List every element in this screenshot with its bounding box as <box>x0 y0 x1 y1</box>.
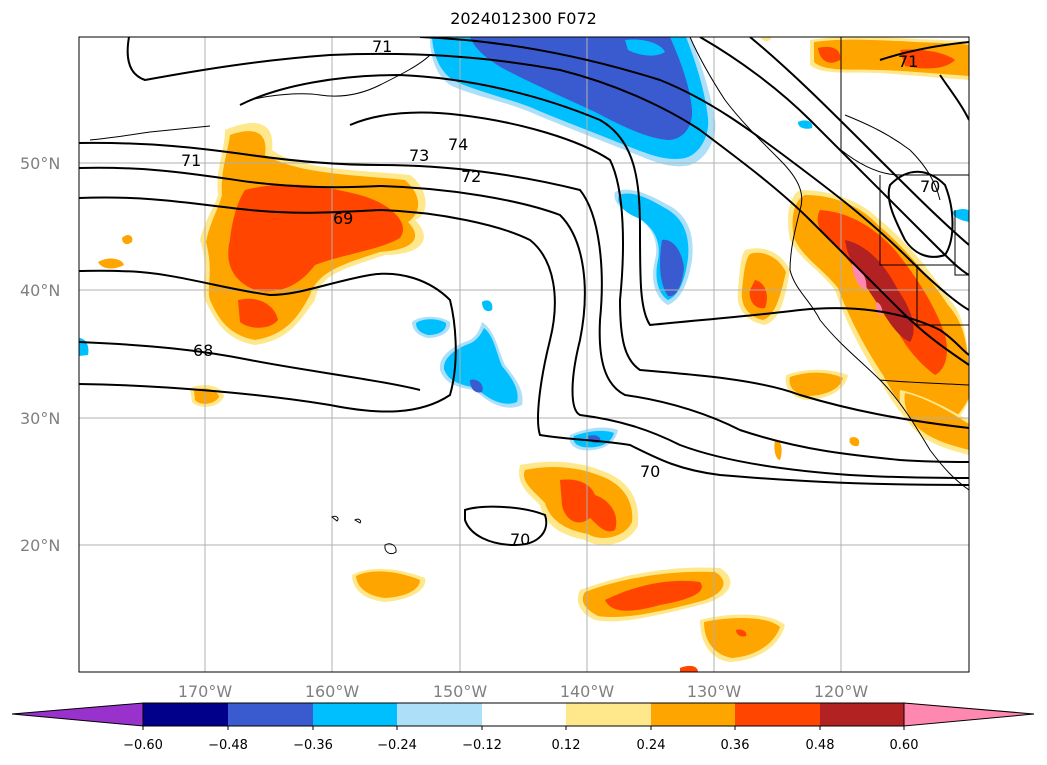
lon-label: 150°W <box>433 682 488 701</box>
contour-label: 70 <box>510 530 530 549</box>
longitude-labels: 170°W 160°W 150°W 140°W 130°W 120°W <box>178 682 869 701</box>
contour-label: 71 <box>181 151 201 170</box>
colorbar: −0.60 −0.48 −0.36 −0.24 −0.12 0.12 0.24 … <box>11 702 1035 753</box>
colorbar-swatch <box>397 703 482 726</box>
contour-label: 73 <box>409 146 429 165</box>
colorbar-swatch <box>143 703 228 726</box>
colorbar-tick-label: 0.36 <box>721 738 750 753</box>
colorbar-swatch <box>735 703 820 726</box>
lon-label: 130°W <box>687 682 742 701</box>
height-contours <box>79 37 969 547</box>
contour-label: 70 <box>640 462 660 481</box>
colorbar-tick-label: −0.36 <box>293 738 333 753</box>
contour-label: 72 <box>461 167 481 186</box>
lat-label: 20°N <box>20 536 60 555</box>
contour-label: 70 <box>920 177 940 196</box>
colorbar-tick-label: −0.48 <box>208 738 248 753</box>
colorbar-swatch <box>566 703 651 726</box>
contour-label: 71 <box>898 52 918 71</box>
graticule <box>79 37 969 672</box>
lat-label: 30°N <box>20 409 60 428</box>
lon-label: 160°W <box>305 682 360 701</box>
contour-labels: 71 74 73 72 71 69 68 70 70 70 71 <box>181 37 940 549</box>
map-frame <box>78 36 970 673</box>
colorbar-tick-label: 0.12 <box>552 738 581 753</box>
colorbar-extend-low <box>11 702 144 727</box>
lat-label: 50°N <box>20 154 60 173</box>
contour-label: 69 <box>333 209 353 228</box>
lon-label: 170°W <box>178 682 233 701</box>
colorbar-tick-label: −0.24 <box>377 738 417 753</box>
lat-label: 40°N <box>20 281 60 300</box>
colorbar-tick-label: 0.60 <box>890 738 919 753</box>
colorbar-swatch <box>313 703 397 726</box>
colorbar-tick-label: −0.60 <box>123 738 163 753</box>
colorbar-frame <box>142 702 905 727</box>
colorbar-tick-label: 0.48 <box>806 738 835 753</box>
colorbar-swatch <box>228 703 313 726</box>
colorbar-swatch <box>651 703 735 726</box>
colorbar-swatch <box>482 703 566 726</box>
map-plot-area: 71 74 73 72 71 69 68 70 70 70 71 <box>79 37 969 672</box>
colorbar-extend-high <box>903 702 1035 727</box>
coastlines <box>89 37 969 555</box>
lon-label: 140°W <box>560 682 615 701</box>
colorbar-tick-label: −0.12 <box>462 738 502 753</box>
positive-anomaly-fill <box>98 37 969 672</box>
colorbar-tick-label: 0.24 <box>637 738 666 753</box>
colorbar-swatch <box>820 703 904 726</box>
contour-label: 71 <box>372 37 392 56</box>
map-title: 2024012300 F072 <box>450 9 597 28</box>
latitude-labels: 50°N 40°N 30°N 20°N <box>20 154 60 555</box>
contour-label: 68 <box>193 341 213 360</box>
negative-anomaly-fill <box>79 37 969 451</box>
lon-label: 120°W <box>814 682 869 701</box>
colorbar-tick-marks <box>142 726 905 730</box>
contour-label: 74 <box>448 135 468 154</box>
